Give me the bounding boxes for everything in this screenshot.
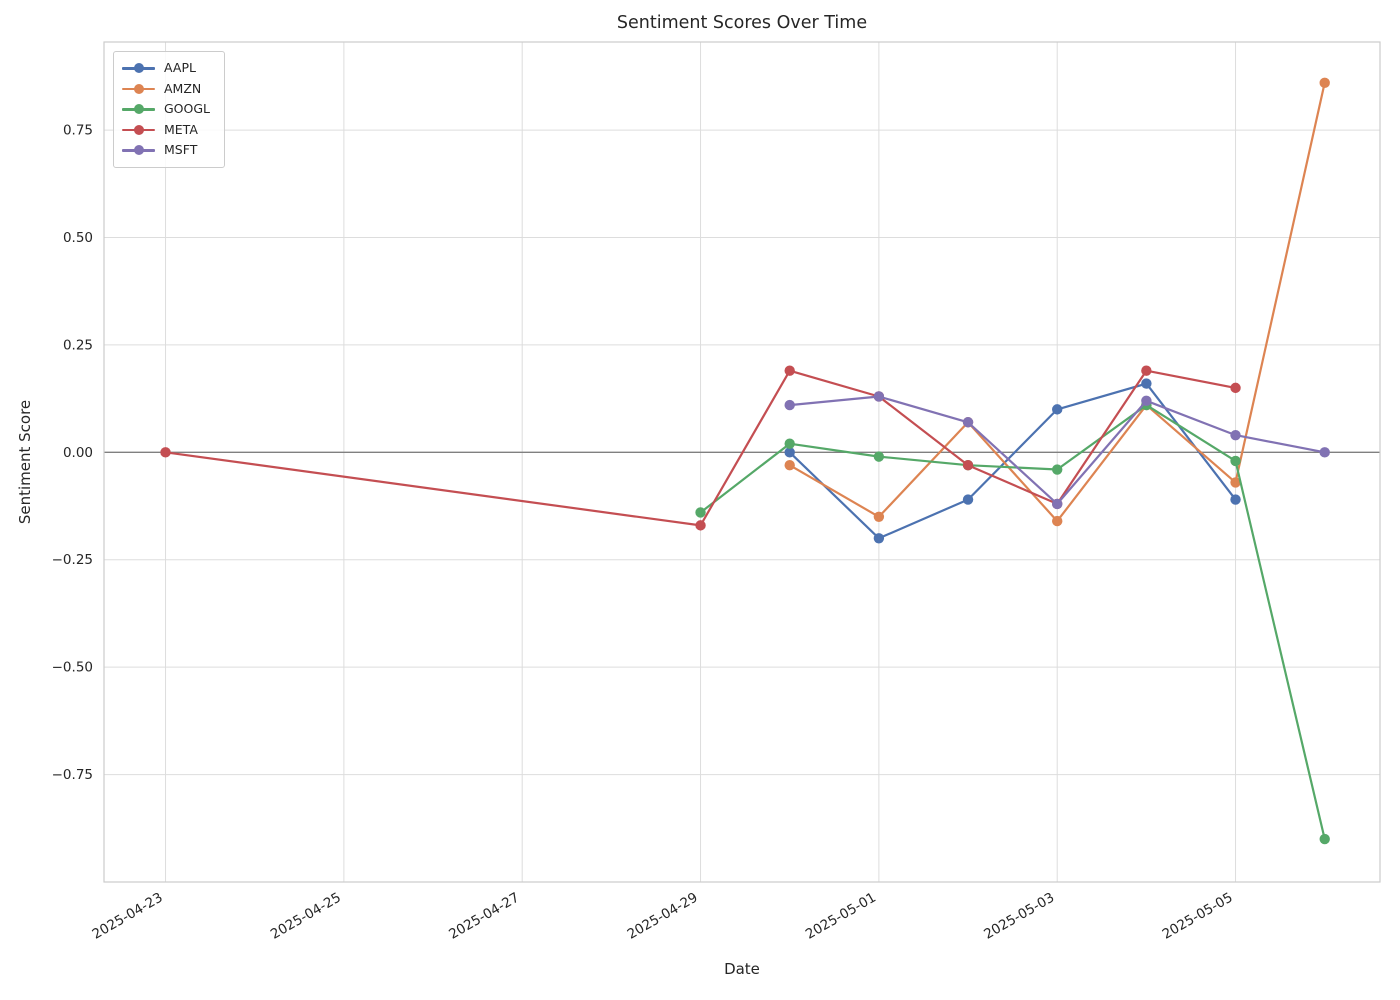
marker-googl: [873, 451, 885, 462]
marker-msft: [873, 391, 885, 402]
x-tick-label: 2025-05-03: [981, 890, 1057, 943]
marker-meta: [1230, 382, 1241, 394]
marker-aapl: [1141, 378, 1152, 389]
marker-meta: [784, 365, 795, 376]
legend-marker-aapl-icon: [122, 62, 155, 74]
marker-amzn: [1319, 77, 1330, 89]
marker-googl: [695, 507, 706, 518]
series-line-aapl: [788, 382, 1237, 540]
marker-amzn: [784, 460, 795, 471]
marker-meta: [695, 520, 706, 531]
x-tick-label: 2025-04-27: [446, 890, 522, 943]
legend-marker-msft-icon: [122, 144, 155, 156]
legend-label-msft: MSFT: [164, 142, 198, 157]
legend-item-meta: META: [122, 120, 220, 141]
series-line-googl: [699, 404, 1326, 841]
y-tick-label: −0.25: [52, 552, 93, 568]
x-tick-label: 2025-04-23: [90, 890, 166, 943]
marker-meta: [1141, 365, 1152, 376]
legend-item-amzn: AMZN: [122, 79, 220, 100]
marker-msft: [1141, 395, 1152, 406]
series-line-meta: [164, 369, 1237, 527]
marker-aapl: [784, 447, 795, 458]
marker-googl: [1052, 464, 1063, 475]
marker-googl: [1319, 833, 1330, 845]
marker-aapl: [1052, 404, 1063, 415]
legend-marker-meta-icon: [122, 124, 155, 136]
legend-marker-googl-icon: [122, 103, 155, 115]
legend-label-meta: META: [164, 121, 198, 137]
marker-amzn: [1230, 477, 1241, 488]
marker-meta: [160, 447, 171, 458]
marker-aapl: [873, 533, 885, 544]
y-tick-label: 0.25: [63, 337, 93, 353]
plot-border: [103, 41, 1381, 883]
x-tick-label: 2025-04-25: [268, 890, 344, 943]
legend-label-amzn: AMZN: [164, 80, 202, 96]
chart-title: Sentiment Scores Over Time: [616, 13, 868, 33]
legend-marker-amzn-icon: [122, 83, 155, 95]
x-tick-label: 2025-04-29: [625, 890, 701, 943]
legend-item-googl: GOOGL: [122, 99, 220, 120]
legend-label-aapl: AAPL: [164, 60, 196, 75]
y-tick-label: −0.75: [52, 767, 93, 783]
legend-item-aapl: AAPL: [122, 58, 220, 79]
marker-aapl: [962, 494, 974, 505]
marker-amzn: [1052, 515, 1063, 527]
y-tick-label: 0.00: [63, 445, 93, 461]
marker-msft: [1230, 429, 1241, 441]
marker-aapl: [1230, 494, 1241, 505]
legend: AAPL AMZN GOOGL META MSFT: [113, 51, 225, 168]
y-tick-label: −0.50: [52, 660, 93, 676]
legend-item-msft: MSFT: [122, 140, 220, 161]
y-axis-label: Sentiment Score: [16, 399, 34, 525]
legend-label-googl: GOOGL: [164, 101, 211, 116]
marker-msft: [962, 417, 974, 428]
marker-msft: [784, 399, 795, 411]
marker-msft: [1319, 447, 1330, 458]
marker-amzn: [873, 511, 885, 522]
marker-msft: [1052, 498, 1063, 510]
x-tick-label: 2025-05-01: [803, 890, 879, 943]
marker-googl: [1230, 455, 1241, 467]
y-tick-label: 0.75: [63, 123, 93, 139]
x-tick-label: 2025-05-05: [1160, 890, 1236, 943]
marker-googl: [784, 438, 795, 449]
y-tick-label: 0.50: [63, 230, 93, 246]
marker-meta: [962, 460, 974, 471]
x-axis-label: Date: [724, 960, 760, 978]
